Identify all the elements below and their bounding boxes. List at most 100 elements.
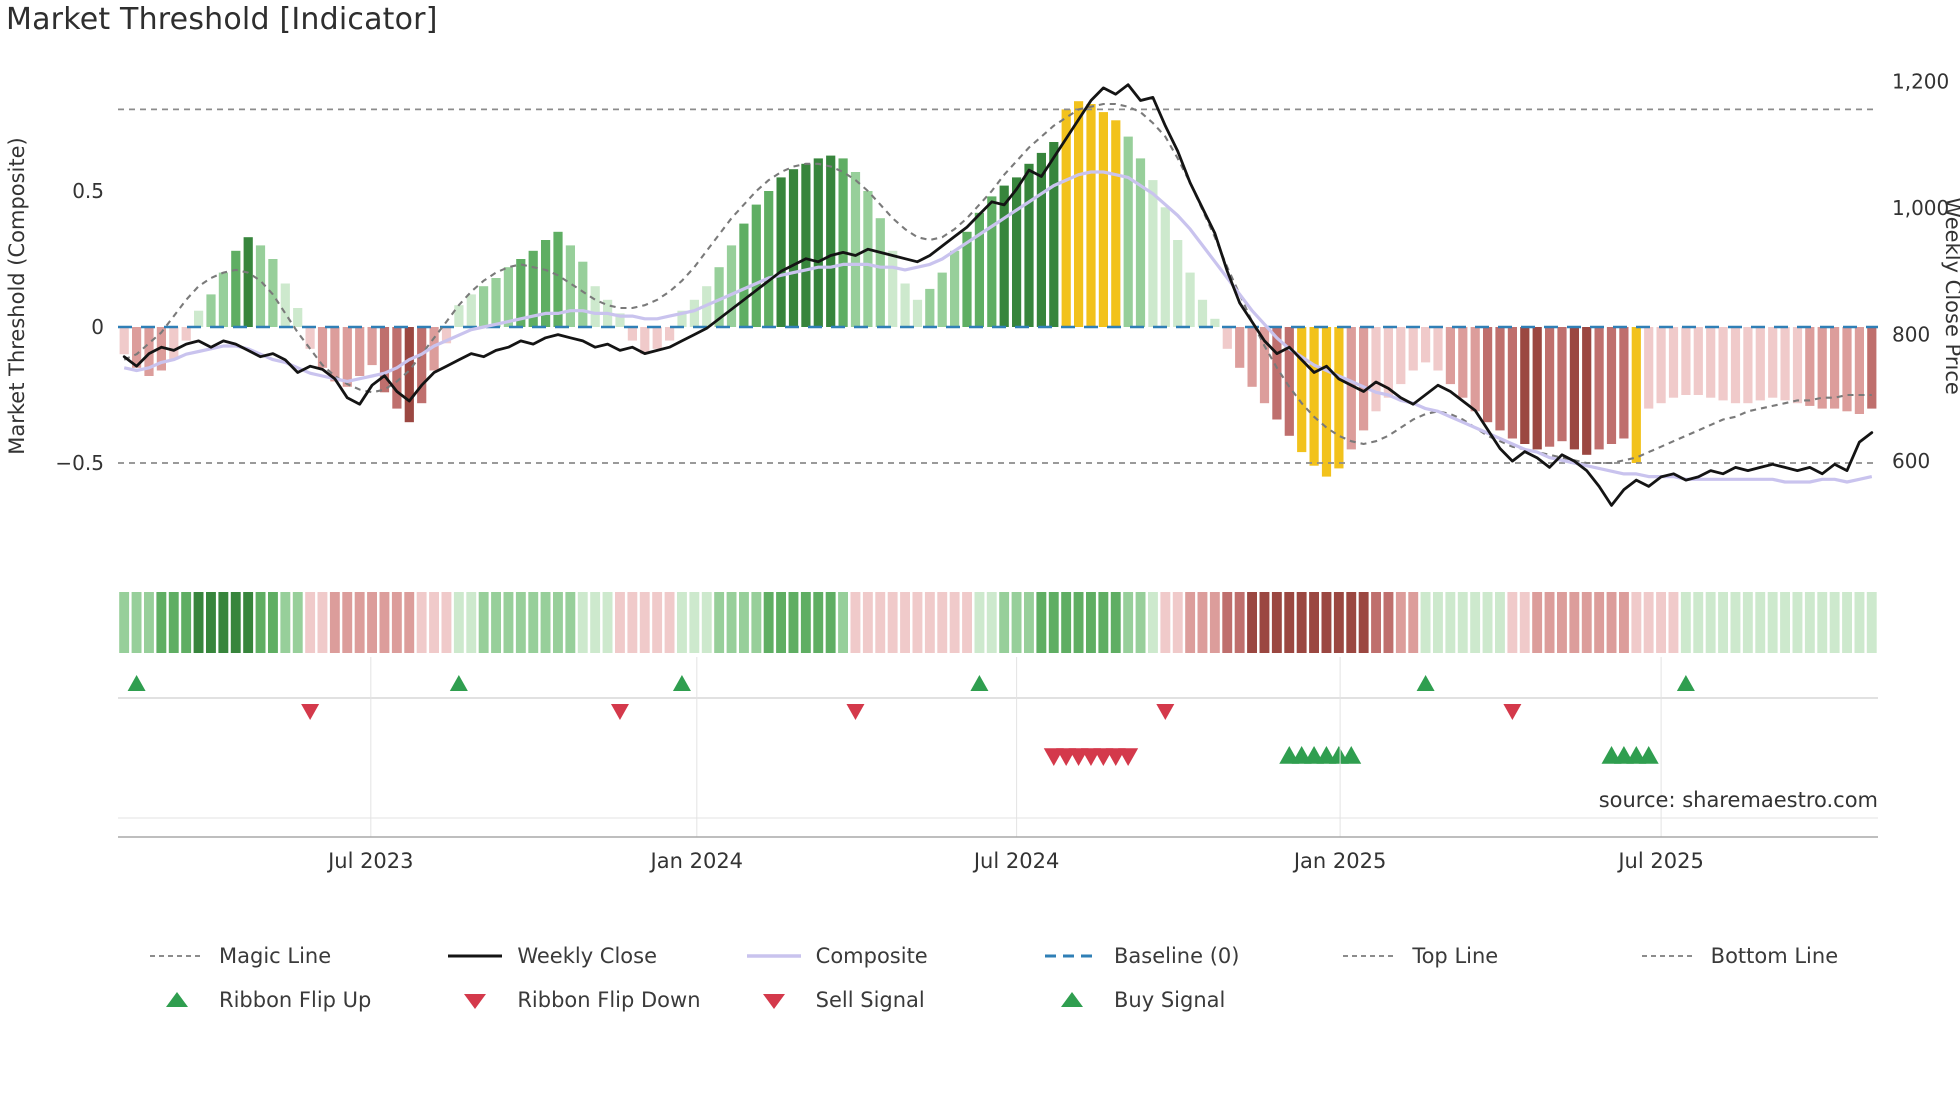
threshold-bar [801, 163, 811, 327]
ribbon-cell [689, 592, 700, 653]
ribbon-cell [751, 592, 762, 653]
threshold-bar [206, 294, 216, 327]
threshold-bar [640, 327, 650, 355]
ribbon-cell [131, 592, 142, 653]
legend-item-top: Top Line [1341, 938, 1639, 974]
threshold-bar [1755, 327, 1765, 401]
ribbon-cell [1271, 592, 1282, 653]
ribbon-cell [342, 592, 353, 653]
threshold-bar [1532, 327, 1542, 450]
ribbon-cell [986, 592, 997, 653]
ribbon-cell [1346, 592, 1357, 653]
threshold-bar [1321, 327, 1332, 477]
ribbon-cell [602, 592, 613, 653]
threshold-bar [962, 231, 972, 327]
threshold-bar [181, 327, 191, 341]
weekly-legend-icon [448, 954, 503, 958]
ribbon-cell [1321, 592, 1332, 653]
ribbon-cell [230, 592, 241, 653]
ribbon-cell [763, 592, 774, 653]
threshold-bar [317, 327, 328, 368]
legend-label: Ribbon Flip Up [219, 988, 372, 1012]
ribbon-cell [1495, 592, 1505, 653]
ribbon-flip-down-icon [610, 703, 629, 720]
magic-line [123, 102, 1872, 465]
threshold-bar [1173, 240, 1183, 327]
right-axis-tick: 1,000 [1892, 196, 1949, 220]
right-axis-tick: 800 [1892, 323, 1930, 347]
threshold-bar [169, 327, 179, 360]
ribbon-cell [1110, 592, 1121, 653]
ribbon-cell [615, 592, 625, 653]
threshold-bar [1545, 327, 1555, 447]
threshold-bar [987, 196, 997, 327]
threshold-bar [565, 245, 575, 327]
threshold-bar [132, 327, 142, 368]
ribbon-cell [1395, 592, 1406, 653]
threshold-bar [1111, 120, 1121, 327]
ribbon-cell [1619, 592, 1629, 653]
threshold-bar [999, 185, 1009, 327]
legend-label: Weekly Close [517, 944, 658, 968]
threshold-bar [875, 218, 885, 327]
ribbon-cell [441, 592, 452, 653]
threshold-bar [726, 245, 737, 327]
threshold-bar [1334, 327, 1344, 469]
ribbon-cell [1656, 592, 1666, 653]
threshold-bar [1433, 327, 1443, 371]
ribbon-cell [701, 592, 712, 653]
threshold-bar [454, 305, 464, 327]
ribbon-cell [329, 592, 340, 653]
ribbon-cell [391, 592, 402, 653]
ribbon-cell [218, 592, 229, 653]
threshold-bar [850, 172, 861, 327]
left-axis-tick: −0.5 [55, 451, 104, 475]
ribbon-flip-up-icon [970, 675, 989, 692]
ribbon-cell [825, 592, 836, 653]
ribbon-cell [243, 592, 254, 653]
ribbon-cell [974, 592, 985, 653]
ribbon-cell [887, 592, 898, 653]
threshold-bar [1619, 327, 1629, 439]
ribbon-cell [317, 592, 328, 653]
baseline-legend-icon [1045, 954, 1099, 958]
ribbon-cell [1135, 592, 1146, 653]
ribbon-cell [1581, 592, 1592, 653]
chart-legend: Magic Line Weekly Close Composite Baseline … [148, 938, 1938, 1018]
ribbon-cell [1098, 592, 1109, 653]
threshold-bar [404, 327, 414, 423]
threshold-bar [1842, 327, 1852, 412]
threshold-bar [417, 327, 427, 404]
threshold-bar [1036, 152, 1046, 327]
threshold-bar [1421, 327, 1431, 363]
ribbon-cell [379, 592, 390, 653]
threshold-bar [739, 223, 749, 327]
ribbon-cell [168, 592, 179, 653]
threshold-bar [937, 272, 947, 327]
ribbon-cell [1594, 592, 1605, 653]
threshold-bar [1012, 177, 1022, 327]
threshold-bar [305, 327, 315, 349]
threshold-bar [1582, 327, 1592, 455]
ribbon-cell [949, 592, 960, 653]
threshold-bar [888, 250, 898, 327]
buy-legend-icon [1061, 992, 1083, 1007]
ribbon-cell [119, 592, 130, 653]
ribbon-cell [1829, 592, 1840, 653]
threshold-bar [1805, 327, 1815, 406]
threshold-bar [1483, 327, 1493, 423]
threshold-bar [764, 191, 774, 327]
threshold-bar [1867, 327, 1877, 409]
ribbon-cell [1148, 592, 1158, 653]
ribbon-cell [255, 592, 266, 653]
ribbon-cell [1234, 592, 1245, 653]
x-axis-tick: Jan 2024 [649, 849, 744, 873]
ribbon-cell [268, 592, 278, 653]
ribbon-cell [305, 592, 316, 653]
ribbon-cell [1544, 592, 1555, 653]
threshold-bar [1730, 327, 1741, 404]
threshold-bar [293, 308, 303, 327]
legend-label: Buy Signal [1114, 988, 1226, 1012]
legend-item-composite: Composite [745, 938, 1043, 974]
ribbon-cell [627, 592, 638, 653]
